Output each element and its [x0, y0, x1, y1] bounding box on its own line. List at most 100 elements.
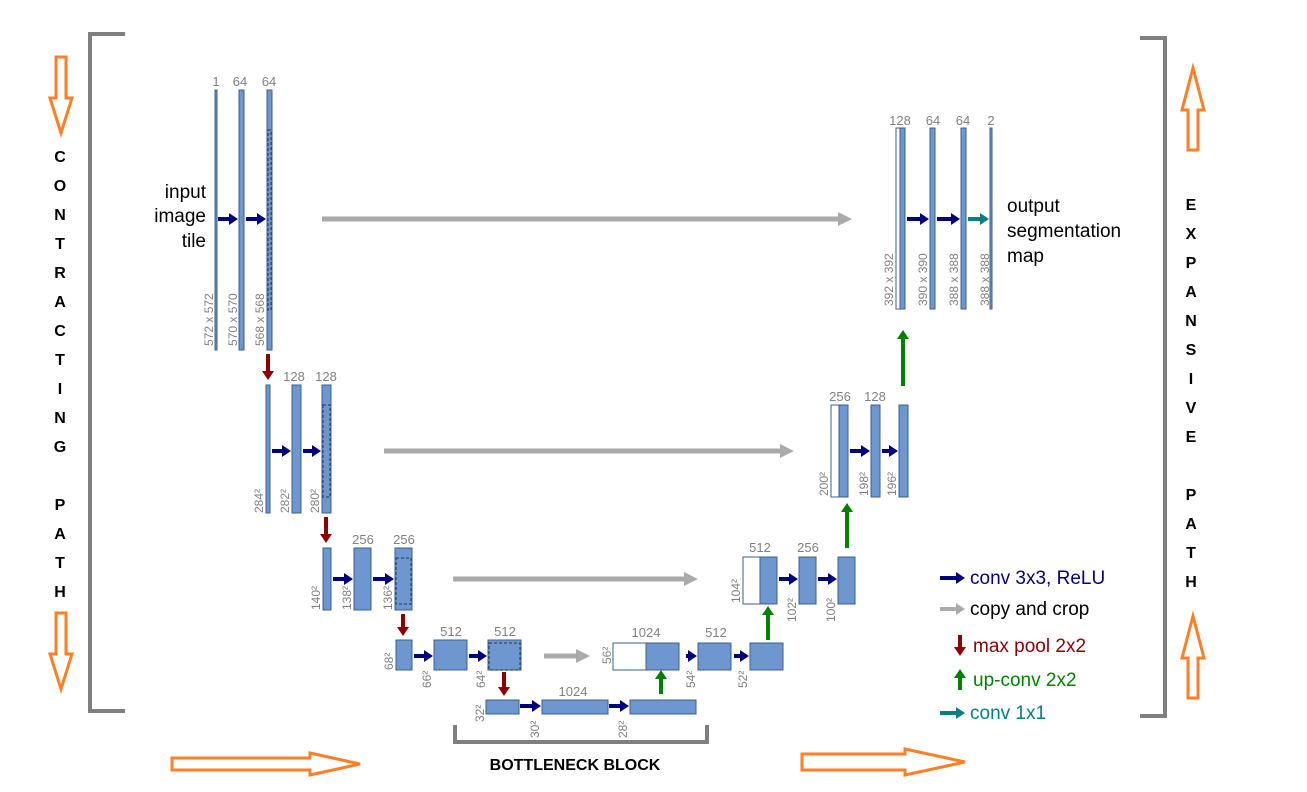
conv-arrow-0-head — [229, 213, 238, 225]
expansive-letter: H — [1185, 574, 1197, 591]
feature-maps — [214, 89, 993, 715]
conv-arrow-4-head — [344, 573, 353, 585]
block-u2-conv1 — [870, 404, 881, 498]
expansive-letter: X — [1186, 226, 1197, 243]
block-u1-conv2 — [960, 127, 967, 310]
size-label-l5-2: 28² — [616, 721, 630, 738]
size-label-u2-0: 200² — [817, 472, 831, 496]
contracting-letter: P — [55, 497, 66, 514]
pool-upconv-arrows — [262, 330, 909, 696]
size-label-l4-0: 68² — [382, 653, 396, 670]
block-u2-copy — [830, 404, 840, 498]
contracting-letter: T — [55, 555, 65, 572]
size-label-u2-2: 196² — [885, 472, 899, 496]
channel-label-l1-2: 64 — [262, 74, 276, 89]
channel-label-l2-0: 128 — [283, 369, 305, 384]
legend-arrow-3-head — [954, 669, 966, 678]
size-label-u1-0: 392 x 392 — [882, 253, 896, 306]
conv-arrow-11-head — [828, 573, 837, 585]
expansive-letter: S — [1186, 342, 1197, 359]
orange-down-arrow-bottom — [47, 611, 75, 695]
pool-l1-head — [262, 371, 274, 380]
legend-item-3: up-conv 2x2 — [954, 669, 1077, 691]
legend-item-0: conv 3x3, ReLU — [940, 568, 1105, 589]
size-label-u4-0: 56² — [600, 647, 614, 664]
channel-label-u4-0: 1024 — [632, 625, 661, 640]
conv-arrow-7-head — [478, 650, 487, 662]
expansive-letter: N — [1185, 313, 1197, 330]
bottleneck-bracket — [453, 725, 709, 744]
conv-arrow-8-head — [688, 650, 697, 662]
conv-arrow-9-head — [740, 650, 749, 662]
legend-arrow-0-head — [956, 572, 965, 584]
copy-l2-head — [780, 444, 794, 458]
contracting-letter: G — [54, 439, 66, 456]
legend-arrow-1-head — [956, 603, 965, 615]
channel-label-l4-1: 512 — [494, 624, 516, 639]
contracting-letter: N — [54, 410, 66, 427]
orange-right-arrow-right — [800, 747, 966, 777]
block-l3-conv2 — [394, 547, 413, 611]
conv-arrow-2-head — [282, 445, 291, 457]
block-l4-conv1 — [433, 639, 468, 671]
channel-label-l4-0: 512 — [440, 624, 462, 639]
copy-l3-head — [684, 572, 698, 586]
output-label-line1: output — [1007, 196, 1061, 217]
pool-l4-head — [498, 687, 510, 696]
conv1x1-arrow-head — [980, 213, 989, 225]
block-u4-conv2 — [749, 642, 784, 671]
channel-label-u2-1: 128 — [864, 389, 886, 404]
channel-label-l3-0: 256 — [352, 532, 374, 547]
block-l2-conv1 — [291, 384, 302, 514]
expansive-letter: V — [1186, 400, 1197, 417]
channel-label-u1-3: 2 — [987, 113, 994, 128]
size-label-u3-1: 102² — [785, 598, 799, 622]
conv-arrow-1-head — [257, 213, 266, 225]
orange-down-arrow-top — [47, 55, 75, 139]
block-u4-up — [645, 642, 680, 671]
size-label-l1-1: 570 x 570 — [226, 293, 240, 346]
channel-label-u1-1: 64 — [926, 113, 940, 128]
upconv-u4-head — [655, 670, 667, 679]
conv-arrow-5-head — [385, 573, 394, 585]
channel-label-u4-1: 512 — [705, 625, 727, 640]
block-l5-conv2 — [629, 699, 697, 715]
block-l4-conv2 — [487, 639, 522, 671]
contracting-letter: T — [55, 352, 65, 369]
size-label-l2-1: 282² — [278, 489, 292, 513]
input-label-line1: input — [165, 182, 207, 203]
channel-label-u2-0: 256 — [829, 389, 851, 404]
legend-arrow-2-head — [954, 647, 966, 656]
output-label-line2: segmentation — [1007, 221, 1121, 242]
expansive-letter: P — [1186, 487, 1197, 504]
contracting-letter: T — [55, 236, 65, 253]
legend-label-1: copy and crop — [970, 599, 1089, 620]
size-label-l5-0: 32² — [473, 705, 487, 722]
pool-l3-head — [397, 627, 409, 636]
copy-and-crop-arrows — [322, 212, 852, 663]
block-u3-copy — [742, 556, 761, 605]
pool-l2-head — [320, 534, 332, 543]
contracting-letter: A — [54, 526, 66, 543]
size-label-l5-1: 30² — [528, 721, 542, 738]
contracting-letter: C — [54, 149, 66, 166]
size-label-u3-0: 104² — [729, 579, 743, 603]
expansive-letter: I — [1189, 371, 1193, 388]
block-u4-conv1 — [697, 642, 732, 671]
block-l1-conv1 — [238, 89, 245, 351]
output-label-line3: map — [1007, 246, 1044, 267]
channel-label-u3-1: 256 — [797, 540, 819, 555]
legend-arrow-4-head — [956, 707, 965, 719]
block-u1-out — [989, 127, 993, 310]
expansive-letter: A — [1185, 284, 1197, 301]
conv-arrow-3-head — [312, 445, 321, 457]
orange-right-arrow-left — [170, 751, 361, 777]
size-label-l2-2: 280² — [308, 489, 322, 513]
channel-label-l5-0: 1024 — [559, 684, 588, 699]
upconv-u3-head — [762, 606, 774, 615]
size-label-u1-1: 390 x 390 — [916, 253, 930, 306]
